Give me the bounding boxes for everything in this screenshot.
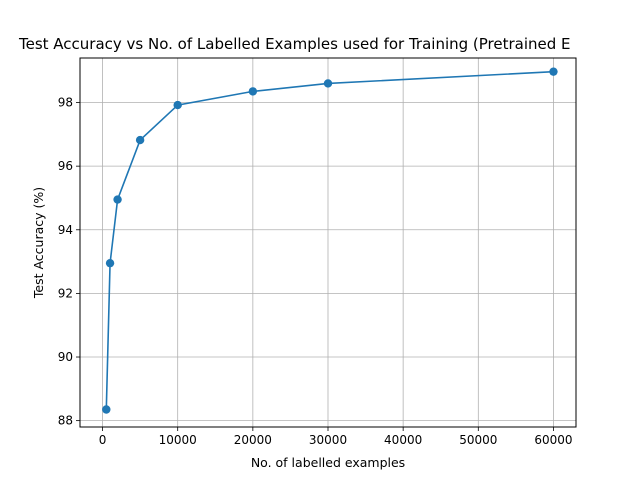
y-tick-label: 92 <box>58 286 73 300</box>
y-tick-label: 88 <box>58 414 73 428</box>
data-point <box>323 79 333 88</box>
series-line <box>105 70 554 410</box>
y-tick-label: 98 <box>58 96 73 110</box>
data-point <box>113 195 122 204</box>
data-point <box>105 258 115 268</box>
data-point <box>135 135 145 145</box>
x-axis-ticks: 0 10000 20000 30000 40000 50000 60000 <box>99 427 573 447</box>
x-tick-label: 60000 <box>534 433 572 447</box>
data-point <box>549 67 558 76</box>
x-tick-label: 0 <box>99 433 107 447</box>
y-axis-ticks: 88 90 92 94 96 98 <box>58 96 80 428</box>
x-tick-label: 40000 <box>384 433 422 447</box>
grid-lines <box>80 58 576 427</box>
data-point <box>248 87 258 96</box>
data-point <box>173 100 182 110</box>
data-point <box>102 405 111 414</box>
x-tick-label: 50000 <box>459 433 497 447</box>
x-tick-label: 10000 <box>159 433 197 447</box>
chart-title: Test Accuracy vs No. of Labelled Example… <box>18 35 571 53</box>
y-tick-label: 94 <box>58 223 73 237</box>
series-layer <box>102 67 558 414</box>
x-axis-label: No. of labelled examples <box>251 455 405 470</box>
x-tick-label: 20000 <box>234 433 272 447</box>
y-axis-label: Test Accuracy (%) <box>31 187 46 299</box>
x-tick-label: 30000 <box>309 433 347 447</box>
y-tick-label: 96 <box>58 159 73 173</box>
y-tick-label: 90 <box>58 350 73 364</box>
